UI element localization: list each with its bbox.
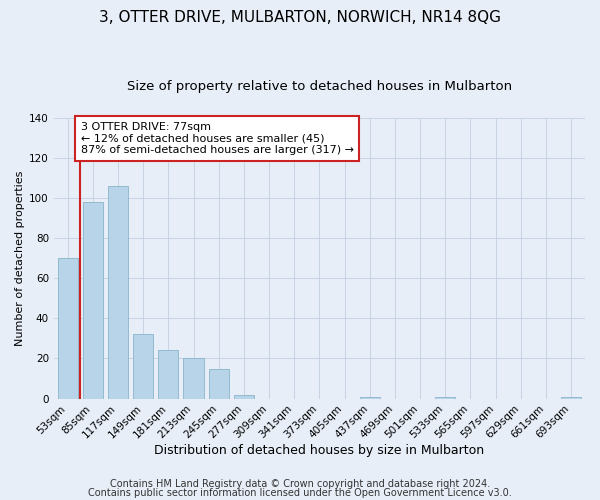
Text: 3, OTTER DRIVE, MULBARTON, NORWICH, NR14 8QG: 3, OTTER DRIVE, MULBARTON, NORWICH, NR14…	[99, 10, 501, 25]
Text: Contains public sector information licensed under the Open Government Licence v3: Contains public sector information licen…	[88, 488, 512, 498]
Text: Contains HM Land Registry data © Crown copyright and database right 2024.: Contains HM Land Registry data © Crown c…	[110, 479, 490, 489]
Bar	[359, 396, 380, 398]
Bar	[234, 394, 254, 398]
Bar	[58, 258, 77, 398]
Title: Size of property relative to detached houses in Mulbarton: Size of property relative to detached ho…	[127, 80, 512, 93]
Text: 3 OTTER DRIVE: 77sqm
← 12% of detached houses are smaller (45)
87% of semi-detac: 3 OTTER DRIVE: 77sqm ← 12% of detached h…	[81, 122, 354, 155]
X-axis label: Distribution of detached houses by size in Mulbarton: Distribution of detached houses by size …	[154, 444, 484, 458]
Bar	[83, 202, 103, 398]
Bar	[158, 350, 178, 399]
Bar	[184, 358, 203, 399]
Bar	[561, 396, 581, 398]
Y-axis label: Number of detached properties: Number of detached properties	[15, 170, 25, 346]
Bar	[133, 334, 153, 398]
Bar	[209, 368, 229, 398]
Bar	[108, 186, 128, 398]
Bar	[435, 396, 455, 398]
